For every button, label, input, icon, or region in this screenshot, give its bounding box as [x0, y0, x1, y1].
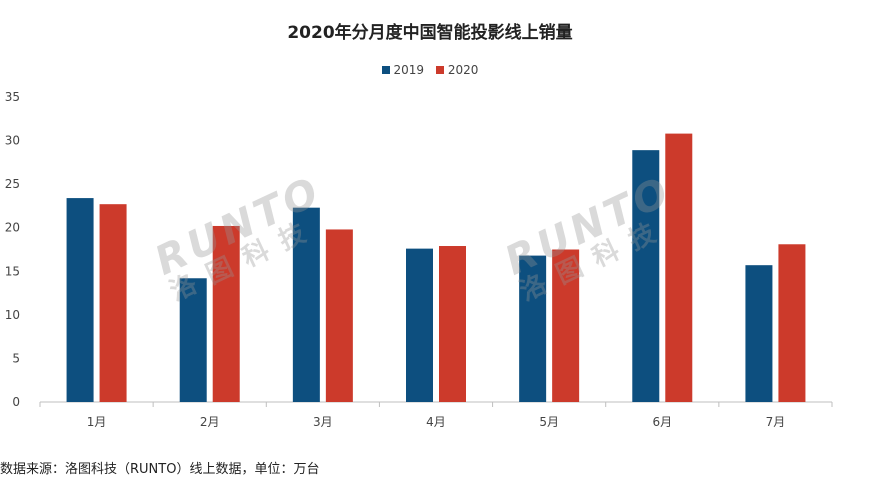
bar-2020-4	[439, 246, 466, 402]
bar-2020-7	[778, 244, 806, 402]
x-tick-label: 5月	[539, 415, 559, 429]
bar-2019-3	[292, 207, 320, 402]
bar-2020-5	[552, 249, 580, 402]
source-note: 数据来源：洛图科技（RUNTO）线上数据，单位：万台	[0, 462, 320, 477]
legend-label-2019: 2019	[393, 63, 425, 77]
x-tick-label: 3月	[313, 415, 333, 429]
bar-2019-2	[179, 278, 207, 402]
y-tick-label: 30	[5, 134, 20, 148]
x-tick-label: 2月	[200, 415, 220, 429]
bar-2019-4	[406, 248, 433, 402]
chart-title: 2020年分月度中国智能投影线上销量	[287, 23, 573, 43]
legend-swatch-2019	[381, 66, 390, 74]
bar-2020-6	[665, 133, 693, 402]
y-tick-label: 15	[5, 264, 20, 278]
y-tick-label: 35	[5, 90, 20, 104]
bar-2019-1	[66, 198, 94, 402]
bar-2019-6	[632, 150, 660, 402]
y-tick-label: 25	[5, 177, 20, 191]
bar-2020-2	[212, 225, 240, 402]
legend-item-2019: 2019	[381, 63, 425, 77]
x-tick-label: 4月	[426, 415, 446, 429]
x-tick-label: 1月	[87, 415, 107, 429]
x-tick-label: 6月	[652, 415, 672, 429]
legend-item-2020: 2020	[435, 63, 479, 77]
y-tick-label: 10	[5, 308, 20, 322]
bar-2020-1	[99, 204, 127, 402]
bar-2019-5	[519, 255, 547, 402]
legend: 2019 2020	[0, 63, 860, 77]
x-tick-label: 7月	[766, 415, 786, 429]
legend-swatch-2020	[435, 66, 444, 74]
legend-label-2020: 2020	[447, 63, 479, 77]
bar-2019-7	[745, 265, 773, 402]
y-tick-label: 0	[12, 395, 20, 409]
y-tick-label: 20	[5, 221, 20, 235]
bar-2020-3	[325, 229, 353, 402]
y-tick-label: 5	[12, 351, 20, 365]
